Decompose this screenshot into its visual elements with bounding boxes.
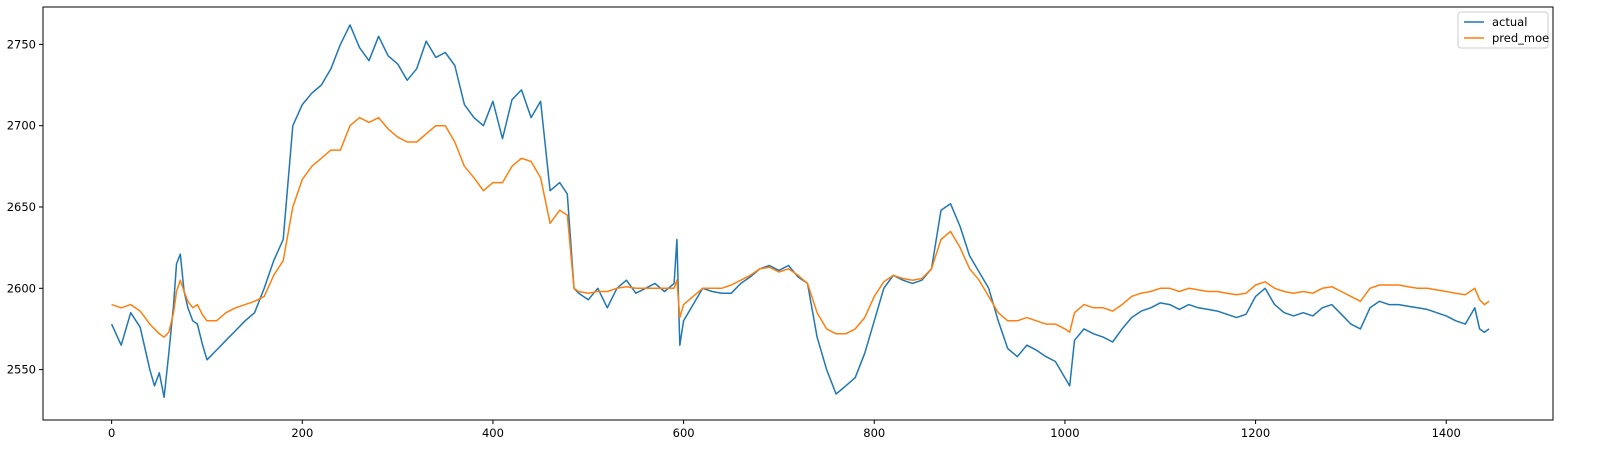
legend-label-pred-moe: pred_moe [1492,31,1549,45]
y-axis: 2550 2600 2650 2700 2750 [7,37,43,377]
x-tick-label: 1400 [1432,426,1461,440]
series-line-pred-moe [111,116,1490,338]
series-layer [110,24,1490,398]
x-axis: 0 200 400 600 800 1000 1200 1400 [108,420,1461,440]
x-tick-label: 200 [291,426,313,440]
y-tick-label: 2650 [7,200,36,214]
y-tick-label: 2700 [7,119,36,133]
x-tick-label: 1000 [1050,426,1079,440]
legend-label-actual: actual [1492,15,1527,29]
series-line-actual [110,24,1490,398]
y-tick-label: 2600 [7,281,36,295]
x-tick-label: 400 [482,426,504,440]
x-tick-label: 800 [863,426,885,440]
legend: actual pred_moe [1457,11,1549,49]
axes-frame [42,6,1554,421]
y-tick-label: 2750 [7,37,36,51]
x-tick-label: 0 [108,426,115,440]
y-tick-label: 2550 [7,363,36,377]
x-tick-label: 1200 [1241,426,1270,440]
x-tick-label: 600 [673,426,695,440]
legend-box [1457,11,1549,49]
